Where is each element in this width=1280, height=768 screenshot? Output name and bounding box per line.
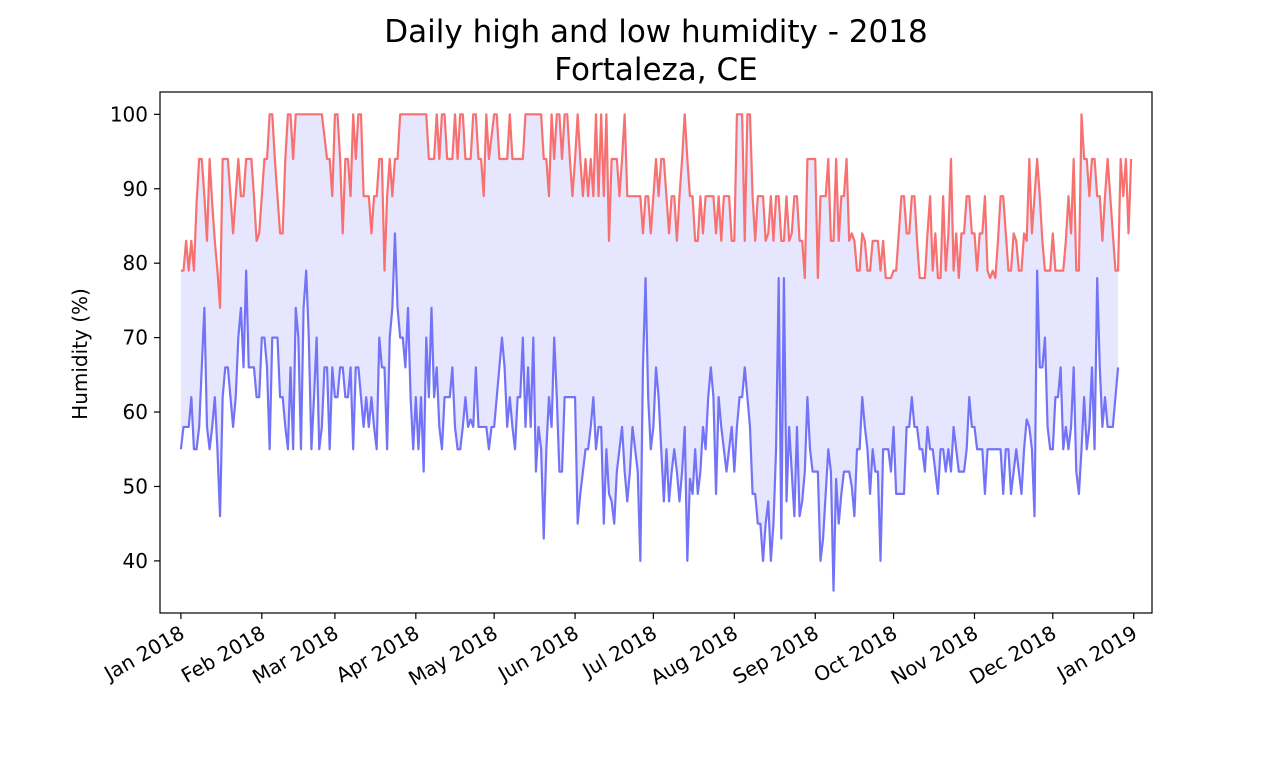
series-line-low xyxy=(179,232,1120,592)
series-line-high xyxy=(180,113,1133,309)
plot-frame xyxy=(159,91,1153,614)
chart-subtitle: Fortaleza, CE xyxy=(554,52,757,88)
y-tick-label: 70 xyxy=(123,326,148,350)
y-tick-label: 100 xyxy=(110,102,148,126)
y-tick-label: 40 xyxy=(123,549,148,573)
y-tick-label: 50 xyxy=(123,474,148,498)
chart-title: Daily high and low humidity - 2018 xyxy=(384,14,927,50)
y-tick-label: 80 xyxy=(123,251,148,275)
y-tick-label: 60 xyxy=(123,400,148,424)
y-tick-label: 90 xyxy=(123,177,148,201)
y-axis-label: Humidity (%) xyxy=(68,288,92,420)
fill-between-area xyxy=(180,114,1119,591)
